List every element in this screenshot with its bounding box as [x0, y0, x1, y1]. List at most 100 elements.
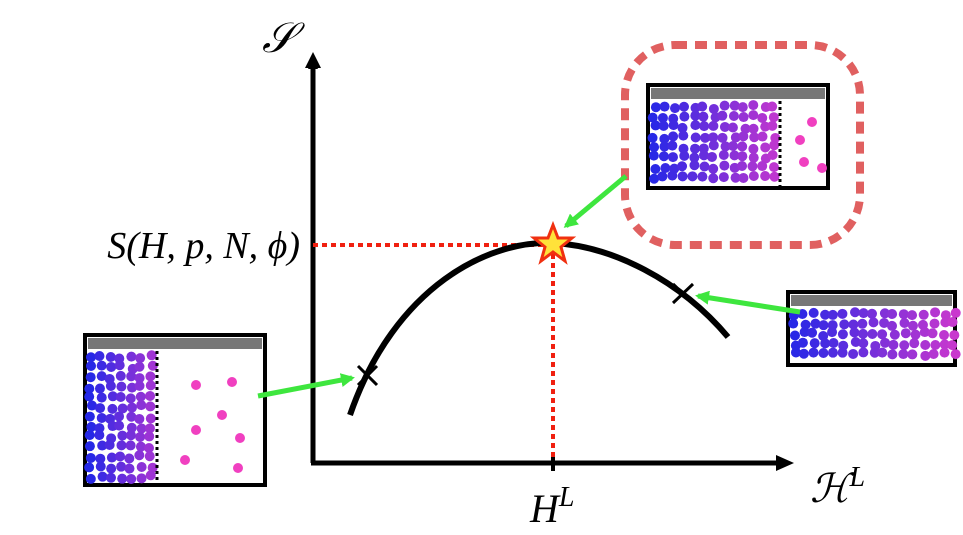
particle	[106, 464, 116, 474]
particle	[838, 329, 848, 339]
particle	[749, 171, 759, 181]
particle	[737, 141, 747, 151]
particle	[749, 124, 759, 134]
arrow	[698, 296, 800, 312]
particle	[134, 414, 144, 424]
particle	[738, 173, 748, 183]
particle	[809, 348, 819, 358]
particle	[809, 308, 819, 318]
x-axis-base: ℋ	[810, 466, 855, 511]
particle	[807, 117, 817, 127]
particle	[767, 121, 777, 131]
particle	[887, 349, 897, 359]
particle	[817, 163, 827, 173]
particle	[709, 140, 719, 150]
y-arrow	[305, 52, 321, 68]
particle	[227, 377, 237, 387]
cross-mark	[673, 284, 693, 303]
particle	[929, 349, 939, 359]
particle	[106, 352, 116, 362]
particle	[907, 349, 917, 359]
arrow	[258, 378, 352, 396]
particle	[708, 164, 718, 174]
particle	[146, 380, 156, 390]
particle	[795, 135, 805, 145]
particle	[235, 433, 245, 443]
particle	[790, 330, 800, 340]
particle	[84, 392, 94, 402]
particle	[145, 371, 155, 381]
particle	[649, 142, 659, 152]
particle	[919, 310, 929, 320]
particle	[137, 462, 147, 472]
particle	[748, 100, 758, 110]
particle	[659, 151, 669, 161]
particle	[887, 309, 897, 319]
particle	[668, 131, 678, 141]
x-axis-sup: L	[849, 462, 866, 493]
particle	[709, 104, 719, 114]
particle	[939, 330, 949, 340]
particle	[657, 171, 667, 181]
particle	[191, 380, 201, 390]
particle	[947, 340, 957, 350]
particle	[700, 161, 710, 171]
particle	[106, 362, 116, 372]
particle	[649, 151, 659, 161]
particle	[85, 412, 95, 422]
particle	[127, 403, 137, 413]
particle	[659, 121, 669, 131]
particle	[95, 403, 105, 413]
particle	[126, 440, 136, 450]
particle	[767, 102, 777, 112]
particle	[126, 430, 136, 440]
particle	[116, 371, 126, 381]
particle	[126, 352, 136, 362]
particle	[857, 319, 867, 329]
particle	[116, 392, 126, 402]
particle	[760, 171, 770, 181]
particle	[115, 451, 125, 461]
particle	[869, 317, 879, 327]
particle	[126, 371, 136, 381]
particle	[757, 161, 767, 171]
particle	[146, 413, 156, 423]
particle	[930, 340, 940, 350]
particle	[737, 161, 747, 171]
particle	[699, 121, 709, 131]
particle	[114, 421, 124, 431]
particle	[837, 309, 847, 319]
particle	[135, 353, 145, 363]
particle	[849, 327, 859, 337]
particle	[679, 112, 689, 122]
particle	[191, 425, 201, 435]
particle	[951, 349, 961, 359]
particle	[737, 151, 747, 161]
particle	[678, 171, 688, 181]
particle	[719, 150, 729, 160]
particle	[115, 360, 125, 370]
particle	[94, 351, 104, 361]
particle	[858, 329, 868, 339]
particle	[668, 152, 678, 162]
particle	[105, 440, 115, 450]
particle	[760, 142, 770, 152]
particle	[134, 450, 144, 460]
particle	[84, 462, 94, 472]
particle	[719, 172, 729, 182]
particle	[135, 432, 145, 442]
particle	[697, 101, 707, 111]
particle	[95, 384, 105, 394]
particle	[86, 453, 96, 463]
particle	[848, 349, 858, 359]
particle	[890, 330, 900, 340]
particle	[94, 430, 104, 440]
particle	[799, 349, 809, 359]
particle	[920, 340, 930, 350]
particle	[940, 348, 950, 358]
particle	[798, 338, 808, 348]
particle	[920, 351, 930, 361]
particle	[768, 150, 778, 160]
piston	[651, 88, 825, 99]
particle	[749, 153, 759, 163]
